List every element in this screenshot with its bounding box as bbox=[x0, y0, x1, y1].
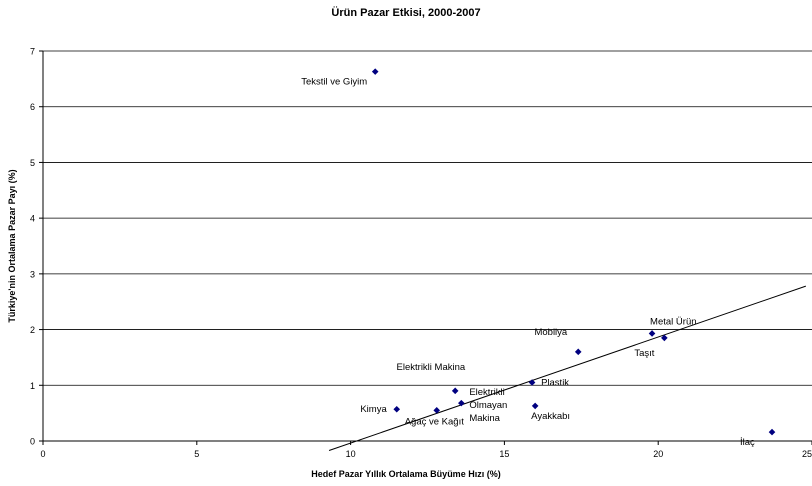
data-point bbox=[528, 379, 536, 386]
data-point bbox=[531, 402, 539, 410]
point-label: Metal Ürün bbox=[650, 316, 696, 327]
chart-title: Ürün Pazar Etkisi, 2000-2007 bbox=[331, 7, 481, 19]
trendline bbox=[328, 285, 807, 451]
data-point bbox=[648, 330, 656, 337]
point-label: Plastik bbox=[541, 378, 569, 389]
x-tick-label: 15 bbox=[499, 449, 509, 459]
point-label: Taşıt bbox=[634, 348, 654, 359]
data-point bbox=[433, 407, 441, 414]
point-label-line: Olmayan bbox=[469, 400, 507, 411]
point-label-line: Elektrikli bbox=[469, 387, 504, 398]
y-tick-label: 6 bbox=[30, 102, 35, 112]
data-point bbox=[661, 334, 668, 342]
y-tick-label: 5 bbox=[30, 158, 35, 168]
y-tick-label: 0 bbox=[30, 437, 35, 447]
data-point bbox=[574, 348, 582, 356]
point-label-line: Makina bbox=[469, 413, 500, 424]
data-point bbox=[451, 387, 459, 395]
y-tick-label: 2 bbox=[30, 325, 35, 335]
y-tick-label: 3 bbox=[30, 269, 35, 279]
y-tick-label: 1 bbox=[30, 381, 35, 391]
x-tick-label: 25 bbox=[802, 449, 812, 459]
data-point bbox=[458, 399, 465, 407]
point-label: Mobilya bbox=[534, 327, 567, 338]
x-axis-label: Hedef Pazar Yıllık Ortalama Büyüme Hızı … bbox=[311, 469, 501, 479]
point-label: Elektrikli Olmayan Makina bbox=[469, 387, 507, 424]
x-tick-label: 5 bbox=[194, 449, 199, 459]
data-point bbox=[768, 428, 776, 436]
y-tick-label: 7 bbox=[30, 47, 35, 57]
y-tick-label: 4 bbox=[30, 214, 35, 224]
point-label: İlaç bbox=[740, 437, 755, 448]
data-point bbox=[393, 405, 401, 413]
point-label: Tekstil ve Giyim bbox=[301, 77, 367, 88]
data-point bbox=[371, 68, 379, 75]
x-tick-label: 0 bbox=[40, 449, 45, 459]
point-label: Kimya bbox=[360, 404, 387, 415]
point-label: Elektrikli Makina bbox=[397, 362, 466, 373]
x-tick-label: 20 bbox=[653, 449, 663, 459]
x-tick-label: 10 bbox=[346, 449, 356, 459]
point-label: Ağaç ve Kağıt bbox=[405, 416, 465, 427]
point-label: Ayakkabı bbox=[531, 411, 570, 422]
